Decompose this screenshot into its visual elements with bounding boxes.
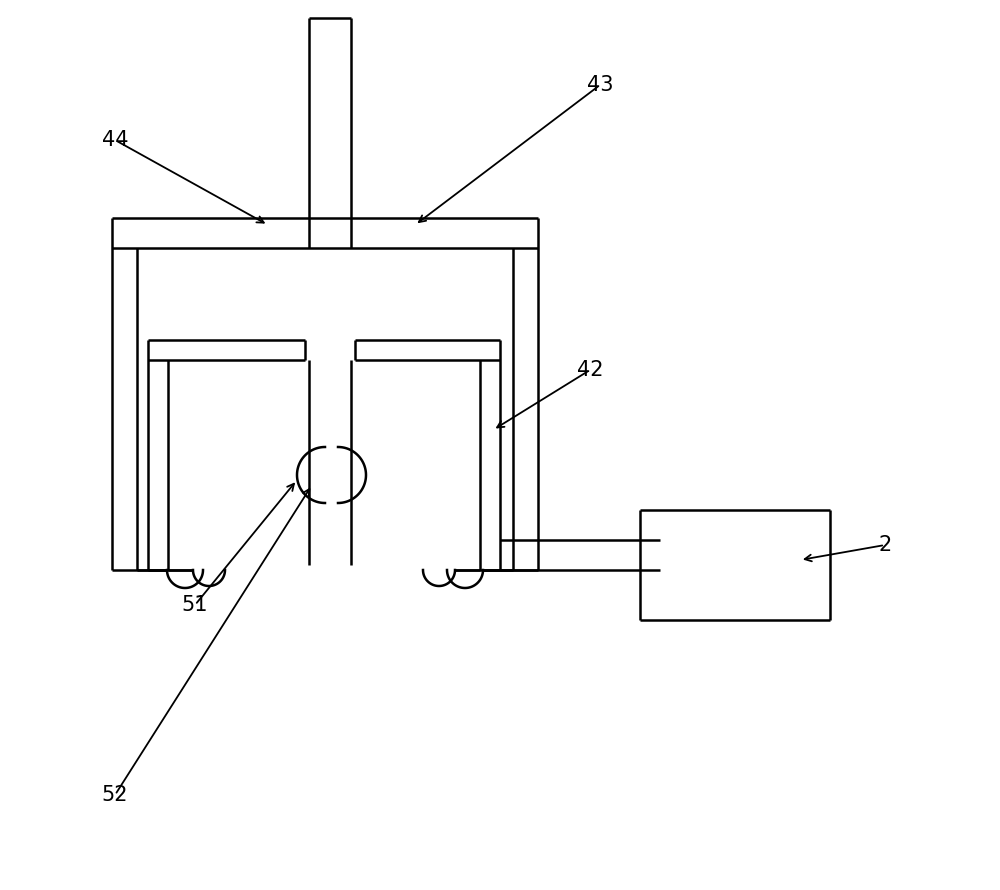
Text: 2: 2 <box>878 535 892 555</box>
Text: 44: 44 <box>102 130 128 150</box>
Text: 51: 51 <box>182 595 208 615</box>
Text: 52: 52 <box>102 785 128 805</box>
Text: 42: 42 <box>577 360 603 380</box>
Text: 43: 43 <box>587 75 613 95</box>
